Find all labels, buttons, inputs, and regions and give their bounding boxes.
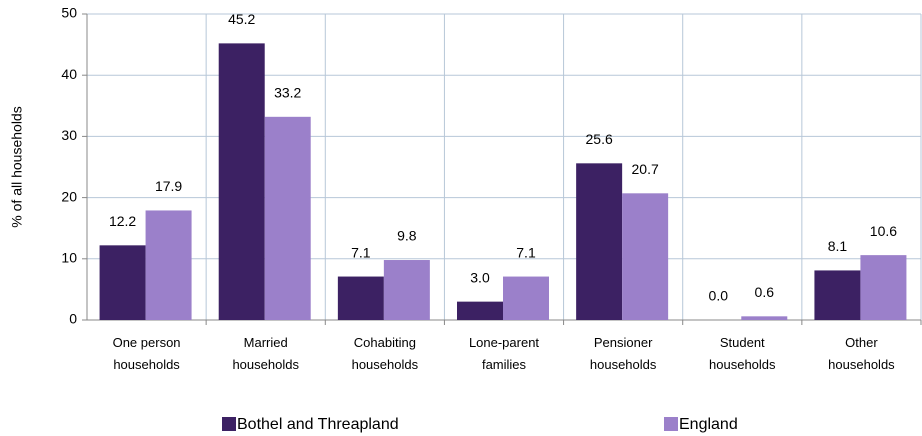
data-label: 45.2	[228, 11, 255, 27]
bar	[218, 43, 265, 320]
y-tick-label: 50	[61, 5, 77, 21]
bar	[457, 301, 503, 320]
x-tick-label: Other households	[828, 335, 895, 372]
data-label: 3.0	[470, 269, 490, 285]
legend-label: England	[679, 416, 738, 433]
bar	[99, 245, 146, 320]
data-label: 8.1	[828, 238, 848, 254]
legend-swatch	[664, 417, 678, 431]
legend-label: Bothel and Threapland	[237, 416, 399, 433]
data-label: 7.1	[351, 244, 371, 260]
data-label: 0.0	[709, 288, 729, 304]
data-label: 33.2	[274, 85, 301, 101]
bar	[622, 193, 669, 320]
data-label: 12.2	[109, 213, 136, 229]
y-tick-label: 40	[61, 66, 77, 82]
x-tick-label: Student households	[709, 335, 776, 372]
y-axis-label: % of all households	[9, 106, 25, 227]
bar	[741, 316, 788, 320]
y-tick-label: 30	[61, 127, 77, 143]
x-tick-label: Cohabiting households	[351, 335, 419, 372]
data-label: 20.7	[632, 161, 659, 177]
data-label: 17.9	[155, 178, 182, 194]
data-label: 25.6	[586, 131, 613, 147]
bar	[145, 210, 192, 320]
y-tick-label: 0	[69, 311, 77, 327]
bar	[264, 116, 311, 320]
bar	[503, 276, 549, 320]
x-tick-label: Lone-parent families	[468, 335, 540, 372]
x-tick-label: Pensioner households	[589, 335, 657, 372]
data-label: 0.6	[755, 284, 775, 300]
x-tick-label: One person households	[112, 335, 181, 372]
data-label: 7.1	[516, 244, 536, 260]
bar	[383, 260, 430, 320]
bar	[337, 276, 384, 320]
y-tick-label: 10	[61, 250, 77, 266]
y-tick-label: 20	[61, 188, 77, 204]
x-tick-label: Married households	[232, 335, 299, 372]
bar	[576, 163, 623, 320]
bar	[860, 255, 907, 320]
legend-swatch	[222, 417, 236, 431]
data-label: 10.6	[870, 223, 897, 239]
bar	[814, 270, 861, 320]
data-label: 9.8	[397, 228, 417, 244]
